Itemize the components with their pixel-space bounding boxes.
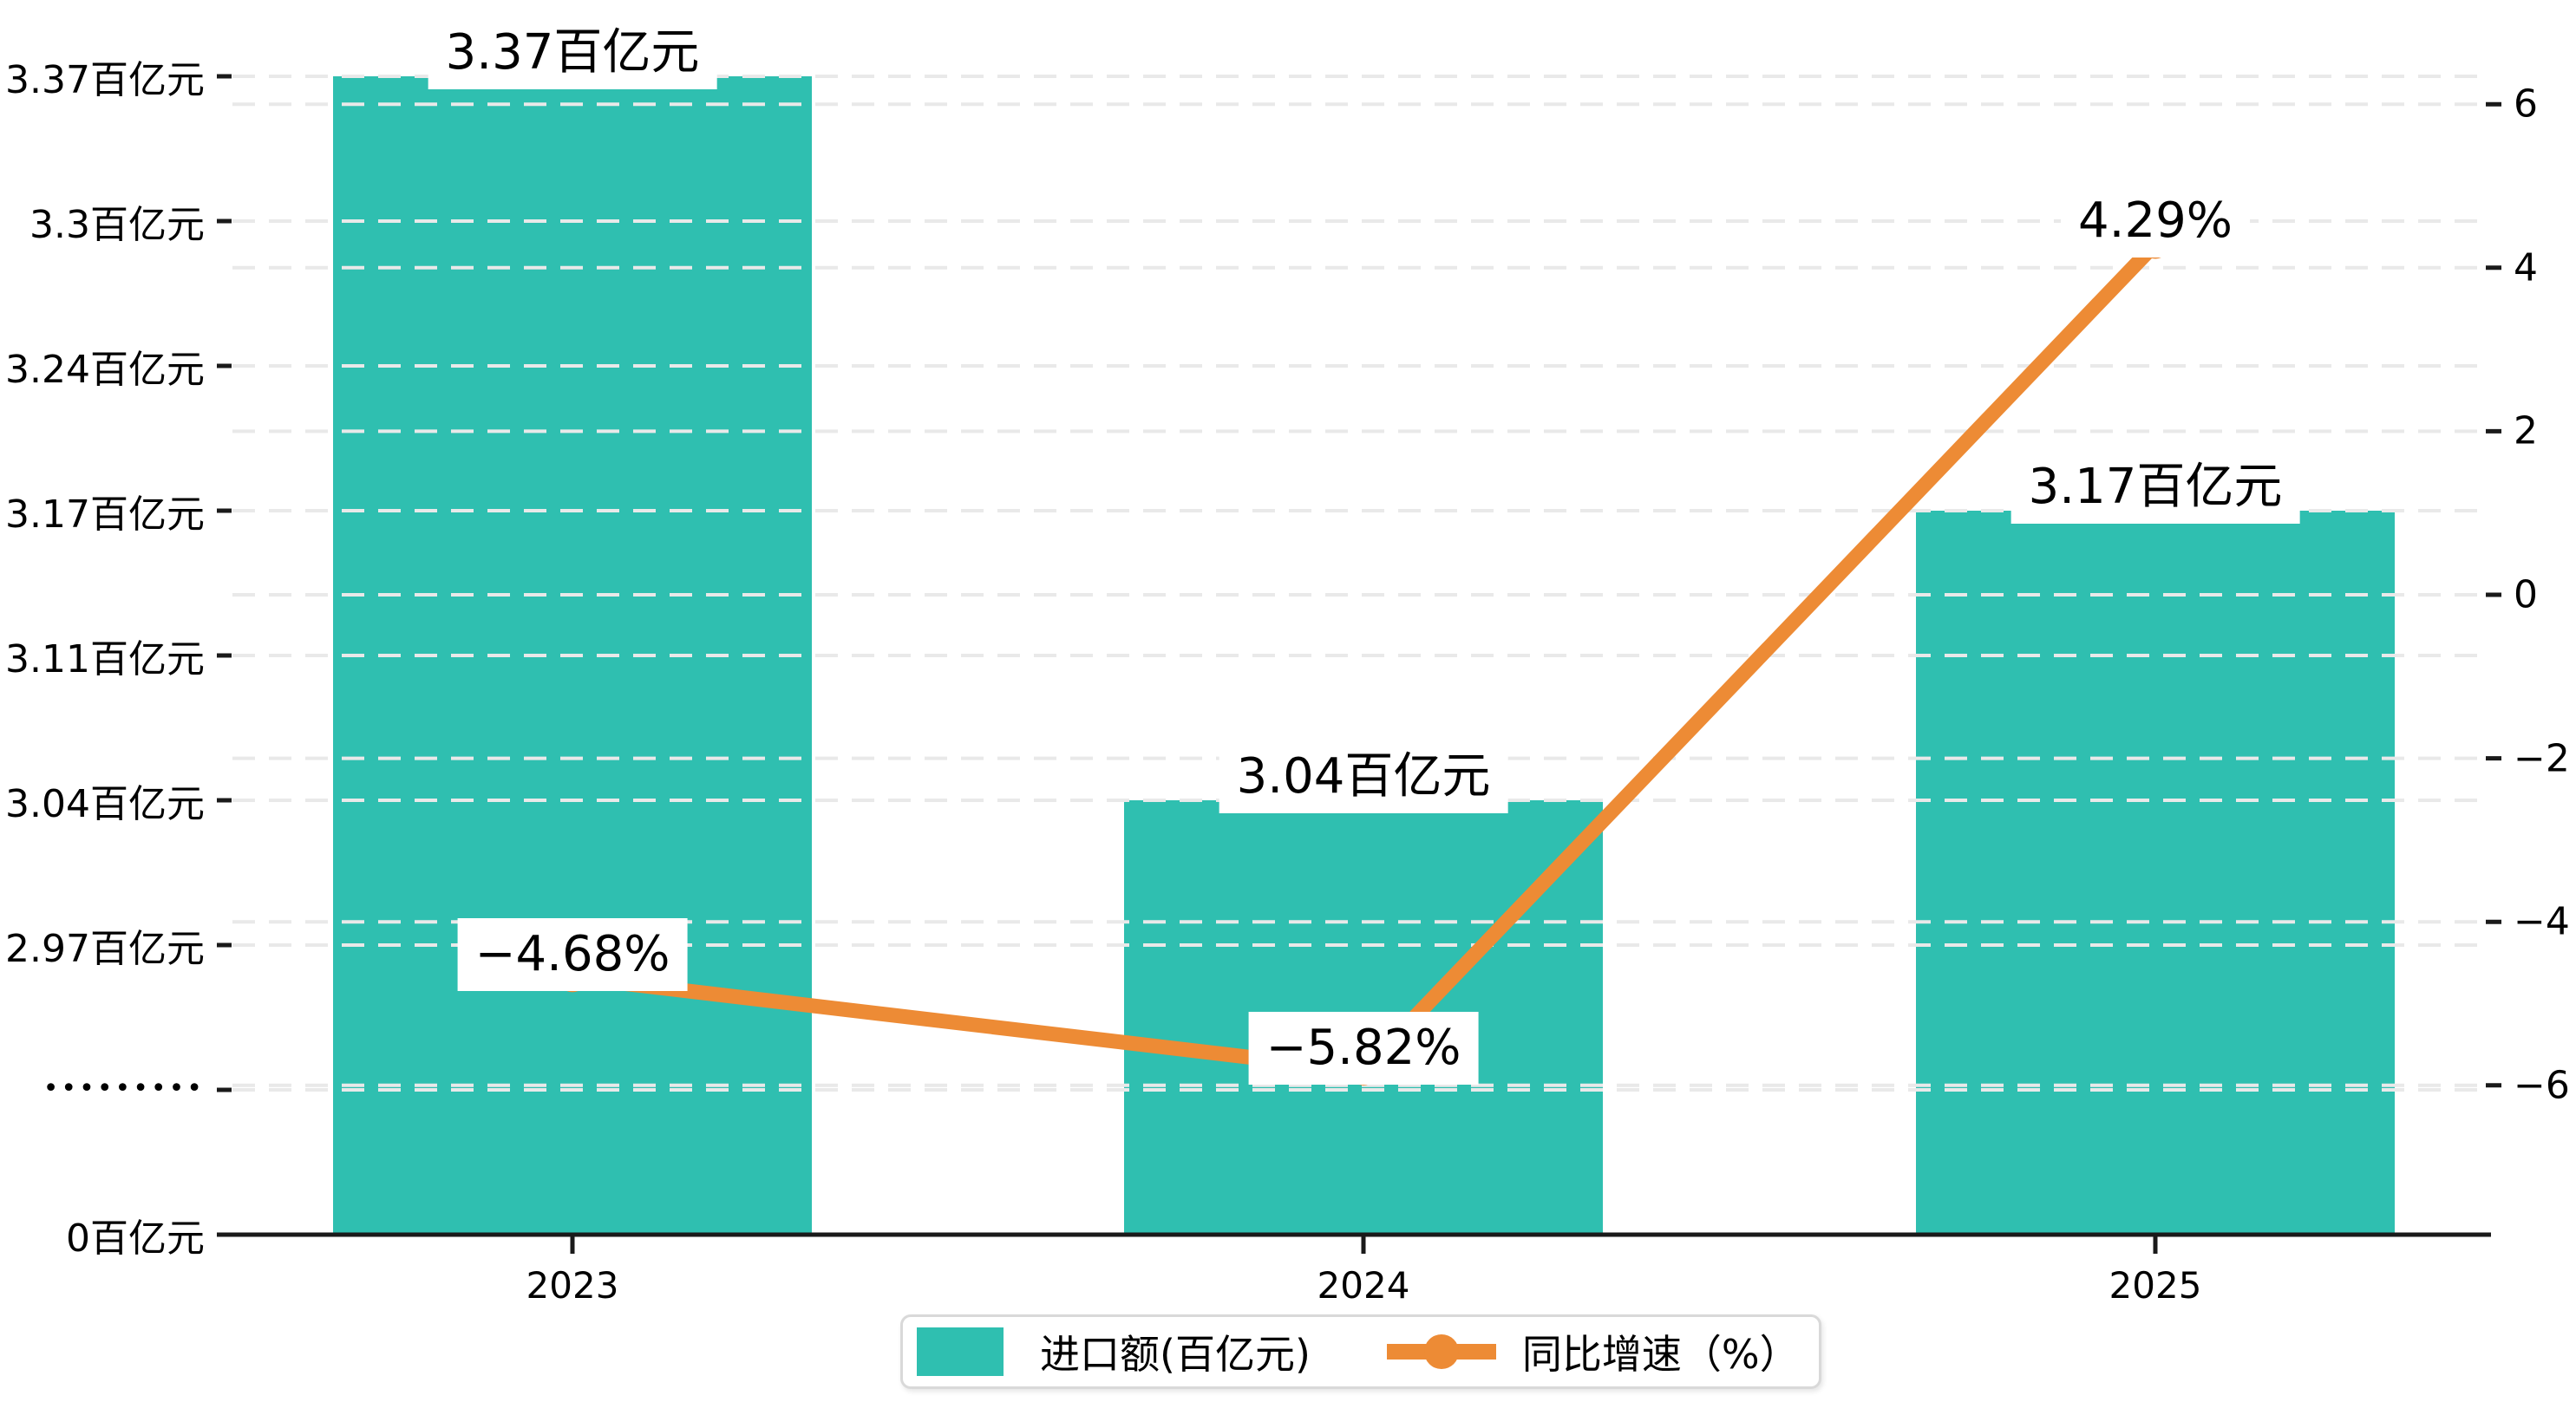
growth-value-label-2023: −4.68%	[457, 918, 688, 992]
right-axis-label-0: 6	[2514, 82, 2538, 127]
x-axis-label-2023: 2023	[526, 1264, 619, 1307]
bar-swatch-icon	[917, 1327, 1004, 1376]
bar-value-label-2023: 3.37百亿元	[428, 16, 717, 89]
legend-item-growth: 同比增速（%）	[1386, 1323, 1800, 1380]
right-axis-label-2: 2	[2514, 408, 2538, 453]
left-axis-label-5: 3.04百亿元	[5, 782, 205, 826]
x-axis-label-2024: 2024	[1317, 1264, 1410, 1307]
bar-value-label-2025: 3.17百亿元	[2010, 451, 2300, 524]
left-axis-label-4: 3.11百亿元	[5, 637, 205, 681]
left-axis-label-2: 3.24百亿元	[5, 348, 205, 392]
right-axis-label-1: 4	[2514, 245, 2538, 290]
right-axis-label-5: −4	[2514, 899, 2570, 944]
legend-label-growth: 同比增速（%）	[1521, 1331, 1800, 1378]
growth-value-label-2024: −5.82%	[1248, 1011, 1479, 1085]
x-axis-label-2025: 2025	[2109, 1264, 2202, 1307]
left-axis-label-0: 3.37百亿元	[5, 58, 205, 102]
legend: 进口额(百亿元) 同比增速（%）	[900, 1314, 1821, 1389]
growth-value-label-2025: 4.29%	[2061, 185, 2250, 258]
right-axis-label-3: 0	[2514, 572, 2538, 617]
left-axis-label-1: 3.3百亿元	[29, 203, 205, 247]
right-axis-label-6: −6	[2514, 1063, 2570, 1108]
left-axis-label-3: 3.17百亿元	[5, 492, 205, 537]
legend-item-imports: 进口额(百亿元)	[917, 1323, 1311, 1380]
legend-label-imports: 进口额(百亿元)	[1040, 1331, 1311, 1378]
right-axis-label-4: −2	[2514, 736, 2570, 781]
left-axis-break-label: •••••••••	[42, 1073, 205, 1105]
left-axis-label-8: 0百亿元	[66, 1216, 205, 1261]
line-marker-swatch-icon	[1386, 1333, 1496, 1371]
bar-value-label-2024: 3.04百亿元	[1219, 740, 1508, 813]
bar-2025	[1916, 511, 2395, 1235]
left-axis-label-6: 2.97百亿元	[5, 927, 205, 971]
